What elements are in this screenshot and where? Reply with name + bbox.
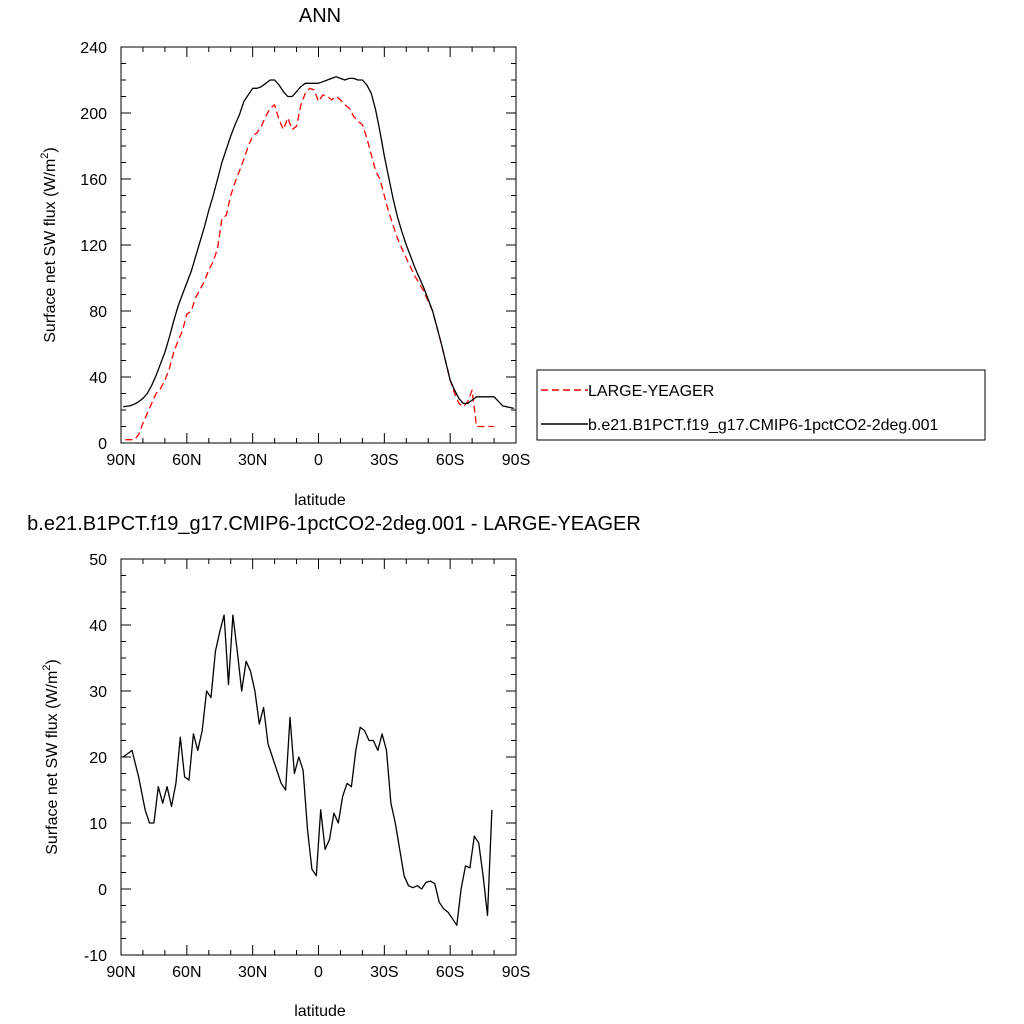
x-tick-label: 30N [238, 452, 267, 469]
chart-1-plot: 90N 60N 30N 0 30S 60S 90S 0 40 80 120 160 200 240 [80, 40, 530, 469]
x-tick-label: 60S [436, 964, 464, 981]
x-tick-label: 0 [314, 964, 323, 981]
x-tick-label: 60N [172, 964, 201, 981]
y-tick-label: 40 [89, 618, 107, 635]
chart-1-series-line-1 [125, 87, 495, 441]
legend: LARGE-YEAGER b.e21.B1PCT.f19_g17.CMIP6-1… [536, 369, 986, 441]
y-tick-label: 120 [80, 238, 107, 255]
x-tick-label: 30S [370, 964, 398, 981]
x-tick-label: 90N [106, 964, 135, 981]
y-tick-label: 80 [89, 304, 107, 321]
chart-1-ylabel-text: Surface net SW flux [42, 201, 59, 342]
chart-2-ylabel: Surface net SW flux (W/m2) [41, 659, 61, 855]
chart-2-ylabel-exp: 2 [41, 665, 53, 671]
chart-2-series-line-1 [122, 614, 493, 926]
chart-2-ylabel-close: ) [44, 659, 61, 664]
y-tick-label: 0 [98, 436, 107, 453]
chart-2-plot: 90N 60N 30N 0 30S 60S 90S -10 0 10 20 30 40 50 [84, 552, 530, 981]
chart-1-ylabel-exp: 2 [39, 153, 51, 159]
legend-label-large-yeager: LARGE-YEAGER [588, 383, 714, 400]
chart-2-ylabel-text: Surface net SW flux [44, 713, 61, 854]
y-tick-label: 10 [89, 816, 107, 833]
chart-1-title: ANN [299, 5, 341, 27]
legend-box [536, 369, 986, 441]
y-tick-label: 20 [89, 750, 107, 767]
x-tick-label: 90S [502, 964, 530, 981]
x-tick-label: 30S [370, 452, 398, 469]
y-tick-label: 40 [89, 370, 107, 387]
x-tick-label: 60N [172, 452, 201, 469]
y-tick-label: 30 [89, 684, 107, 701]
x-tick-label: 60S [436, 452, 464, 469]
x-tick-label: 90S [502, 452, 530, 469]
chart-1-ylabel-unit: (W/m [42, 159, 59, 197]
chart-2-frame [120, 558, 517, 956]
chart-1-ylabel-close: ) [42, 147, 59, 152]
chart-2-ylabel-unit: (W/m [44, 671, 61, 709]
chart-2-xlabel: latitude [294, 1003, 346, 1020]
x-tick-label: 30N [238, 964, 267, 981]
y-tick-label: 240 [80, 40, 107, 57]
chart-1-frame [120, 46, 517, 444]
legend-label-b-e21: b.e21.B1PCT.f19_g17.CMIP6-1pctCO2-2deg.0… [588, 417, 939, 434]
y-tick-label: 200 [80, 106, 107, 123]
chart-1-xlabel: latitude [294, 492, 346, 509]
x-tick-label: 0 [314, 452, 323, 469]
chart-1-ylabel: Surface net SW flux (W/m2) [39, 147, 59, 343]
y-tick-label: 50 [89, 552, 107, 569]
y-tick-label: 160 [80, 172, 107, 189]
chart-2-title: b.e21.B1PCT.f19_g17.CMIP6-1pctCO2-2deg.0… [27, 513, 641, 535]
chart-1-series-line-2 [123, 76, 514, 410]
y-tick-label: -10 [84, 948, 107, 965]
x-tick-label: 90N [106, 452, 135, 469]
y-tick-label: 0 [98, 882, 107, 899]
